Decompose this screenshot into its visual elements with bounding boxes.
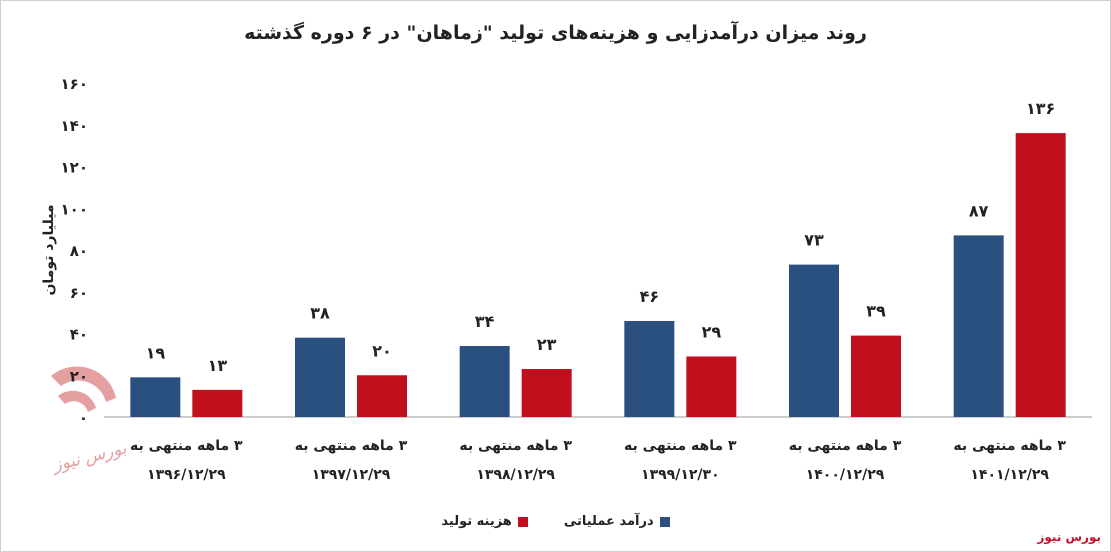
data-label: ۳۴ — [475, 312, 495, 331]
y-tick-label: ۱۲۰ — [61, 159, 88, 177]
data-label: ۳۸ — [310, 304, 330, 323]
logo-arc-outer — [51, 366, 116, 402]
data-label: ۱۹ — [146, 343, 166, 362]
bar-cost — [357, 375, 407, 417]
x-tick-label-line2: ۱۴۰۰/۱۲/۲۹ — [806, 467, 885, 483]
legend-swatch-revenue — [659, 516, 670, 527]
x-tick-label-line1: ۳ ماهه منتهی به — [624, 438, 737, 454]
y-tick-label: ۲۰ — [70, 367, 88, 385]
legend-item-revenue: درآمد عملیاتی — [564, 514, 670, 529]
y-tick-label: ۸۰ — [70, 242, 88, 260]
bar-cost — [686, 356, 737, 417]
data-label: ۸۷ — [969, 201, 989, 220]
data-label: ۲۰ — [372, 341, 392, 360]
bars-group — [130, 133, 1066, 417]
y-tick-label: ۰ — [79, 409, 88, 427]
bar-cost — [521, 368, 572, 417]
legend-swatch-cost — [517, 516, 528, 527]
y-tick-label: ۶۰ — [70, 284, 88, 302]
x-axis-ticks: ۳ ماهه منتهی به ۱۳۹۶/۱۲/۲۹ ۳ ماهه منتهی به… — [130, 438, 1066, 483]
data-label: ۴۶ — [640, 287, 660, 306]
y-tick-label: ۴۰ — [70, 326, 88, 344]
bar-revenue — [459, 346, 510, 417]
data-label: ۲۳ — [537, 335, 557, 354]
bar-revenue — [295, 337, 345, 417]
legend: درآمد عملیاتی هزینه تولید — [0, 514, 1111, 529]
bar-cost — [1015, 133, 1066, 417]
x-tick-label-line1: ۳ ماهه منتهی به — [130, 438, 243, 454]
bar-cost — [192, 389, 243, 417]
y-tick-label: ۱۴۰ — [61, 117, 88, 135]
data-label: ۷۳ — [804, 231, 824, 250]
x-tick-label-line1: ۳ ماهه منتهی به — [459, 438, 572, 454]
x-tick-label-line2: ۱۳۹۸/۱۲/۲۹ — [476, 467, 555, 483]
bar-revenue — [789, 264, 839, 417]
data-label: ۳۹ — [866, 302, 886, 321]
y-axis-ticks: ۰ ۲۰ ۴۰ ۶۰ ۸۰ ۱۰۰ ۱۲۰ ۱۴۰ ۱۶۰ — [61, 75, 88, 427]
x-tick-label-line2: ۱۳۹۹/۱۲/۳۰ — [641, 467, 720, 483]
bourse-news-logo: بورس نیوز — [49, 366, 129, 476]
x-tick-label-line2: ۱۳۹۶/۱۲/۲۹ — [147, 467, 226, 483]
x-tick-label-line1: ۳ ماهه منتهی به — [953, 438, 1066, 454]
logo-arc-inner — [58, 390, 96, 412]
y-tick-label: ۱۰۰ — [61, 200, 88, 218]
data-label: ۱۳ — [208, 356, 228, 375]
source-label: بورس نیوز — [1037, 530, 1101, 544]
data-label: ۲۹ — [702, 322, 722, 341]
x-tick-label-line1: ۳ ماهه منتهی به — [789, 438, 902, 454]
data-label: ۱۳۶ — [1026, 99, 1055, 118]
legend-label-revenue: درآمد عملیاتی — [563, 514, 654, 529]
bar-revenue — [953, 235, 1004, 417]
chart-title: روند میزان درآمدزایی و هزینه‌های تولید "… — [244, 22, 867, 44]
y-tick-label: ۱۶۰ — [61, 75, 88, 93]
legend-label-cost: هزینه تولید — [441, 514, 512, 529]
legend-item-cost: هزینه تولید — [441, 514, 528, 529]
x-tick-label-line2: ۱۳۹۷/۱۲/۲۹ — [312, 467, 391, 483]
data-labels-group: ۱۹ ۱۳ ۳۸ ۲۰ ۳۴ ۲۳ ۴۶ ۲۹ ۷۳ ۳۹ ۸۷ ۱۳۶ — [146, 99, 1056, 375]
bar-cost — [851, 335, 901, 417]
x-tick-label-line1: ۳ ماهه منتهی به — [295, 438, 408, 454]
x-tick-label-line2: ۱۴۰۱/۱۲/۲۹ — [970, 467, 1049, 483]
bar-revenue — [624, 320, 675, 417]
bar-revenue — [130, 377, 181, 417]
